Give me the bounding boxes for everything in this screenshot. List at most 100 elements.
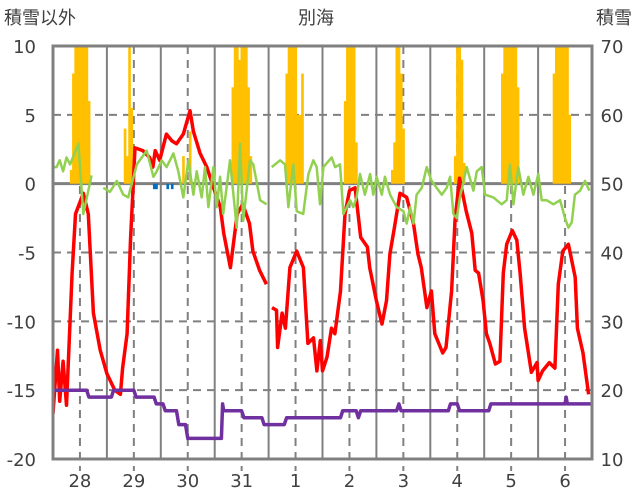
wind-line — [102, 142, 268, 229]
precip-bar — [182, 156, 185, 184]
precip-bar — [245, 46, 248, 184]
precip-bar — [557, 46, 560, 184]
y-tick-label: -10 — [7, 312, 36, 333]
precip-bar — [458, 46, 462, 184]
precip-bar — [76, 46, 80, 184]
wind-line — [53, 142, 93, 216]
precip-bar — [298, 114, 302, 184]
precip-bar — [296, 114, 300, 184]
temperature-line — [53, 108, 268, 414]
precip-bar — [301, 73, 304, 184]
precip-bar — [456, 46, 459, 184]
precip-bar — [390, 169, 394, 184]
precip-bar — [512, 46, 515, 184]
precip-bar — [503, 46, 506, 184]
precip-bar — [501, 73, 504, 184]
precip-bar — [552, 73, 556, 184]
tick-labels: 28 29 30 31 1 2 3 4 5 61050-5-10-15-2070605040302… — [7, 37, 624, 492]
blue-bar — [155, 183, 158, 190]
y-tick-label: -5 — [18, 244, 36, 265]
right-axis-label: 積雪 — [596, 8, 632, 29]
y2-tick-label: 50 — [601, 175, 624, 196]
precip-bar — [247, 87, 250, 184]
y2-tick-label: 40 — [601, 244, 624, 265]
precip-bar — [238, 59, 241, 184]
precip-bar — [393, 142, 396, 184]
y-tick-label: 5 — [25, 106, 36, 127]
x-tick-label: 31 — [230, 471, 253, 492]
precip-bar — [561, 46, 565, 184]
precip-bar — [507, 46, 511, 184]
precip-bar — [294, 46, 298, 184]
blue-bar — [152, 183, 156, 190]
precip-bar — [125, 156, 129, 184]
x-tick-label: 29 — [122, 471, 145, 492]
wind-line — [270, 156, 591, 229]
y2-tick-label: 30 — [601, 312, 624, 333]
precip-bar — [81, 46, 84, 184]
precip-bar — [395, 46, 399, 184]
y2-tick-label: 20 — [601, 381, 624, 402]
precip-bar — [289, 46, 293, 184]
left-axis-label: 積雪以外 — [4, 8, 76, 29]
precip-bar — [399, 73, 403, 184]
x-tick-label: 30 — [176, 471, 199, 492]
precip-bar — [510, 46, 513, 184]
precip-bar — [516, 87, 520, 184]
chart-title: 別海 — [298, 8, 334, 29]
lines — [53, 108, 592, 441]
precip-bar — [287, 46, 291, 184]
y-tick-label: 10 — [13, 37, 36, 58]
y-tick-label: -20 — [7, 450, 36, 471]
precip-bar — [563, 46, 567, 184]
precip-bar — [130, 107, 134, 184]
precip-bar — [514, 46, 518, 184]
x-tick-label: 4 — [452, 471, 463, 492]
precip-bar — [355, 142, 358, 184]
temperature-line — [271, 176, 591, 395]
precip-bar — [402, 128, 405, 184]
y2-tick-label: 70 — [601, 37, 624, 58]
precip-bar — [346, 46, 349, 184]
precip-bar — [78, 46, 82, 184]
precip-bar — [188, 131, 192, 184]
precip-bar — [343, 101, 347, 184]
precip-bar — [233, 46, 237, 184]
precip-bar — [249, 156, 253, 184]
precip-bar — [397, 46, 401, 184]
precip-bar — [236, 46, 239, 184]
precip-bar — [72, 73, 75, 184]
precip-bar — [74, 46, 77, 184]
precip-bar — [460, 59, 464, 184]
y-tick-label: 0 — [25, 175, 36, 196]
precip-bar — [69, 169, 73, 184]
precip-bar — [87, 101, 91, 184]
x-tick-label: 5 — [505, 471, 516, 492]
precip-bar — [568, 114, 572, 184]
precip-bar — [123, 128, 127, 184]
precip-bar — [554, 46, 558, 184]
y-tick-label: -15 — [7, 381, 36, 402]
precip-bar — [453, 156, 457, 184]
bars — [69, 46, 572, 190]
precip-bar — [240, 46, 244, 184]
precip-bar — [559, 46, 563, 184]
x-tick-label: 6 — [559, 471, 570, 492]
y2-tick-label: 10 — [601, 450, 624, 471]
snow-line — [53, 388, 592, 441]
precip-bar — [128, 46, 131, 184]
x-tick-label: 1 — [290, 471, 301, 492]
precip-bar — [352, 46, 356, 184]
precip-bar — [85, 46, 89, 184]
blue-bar — [170, 183, 174, 190]
precip-bar — [285, 73, 289, 184]
precip-bar — [348, 46, 351, 184]
plot-border — [51, 44, 594, 461]
precip-bar — [231, 87, 235, 184]
blue-bar — [166, 183, 170, 190]
precip-bar — [566, 46, 569, 184]
precip-bar — [242, 46, 246, 184]
x-tick-label: 2 — [344, 471, 355, 492]
x-tick-label: 3 — [398, 471, 409, 492]
